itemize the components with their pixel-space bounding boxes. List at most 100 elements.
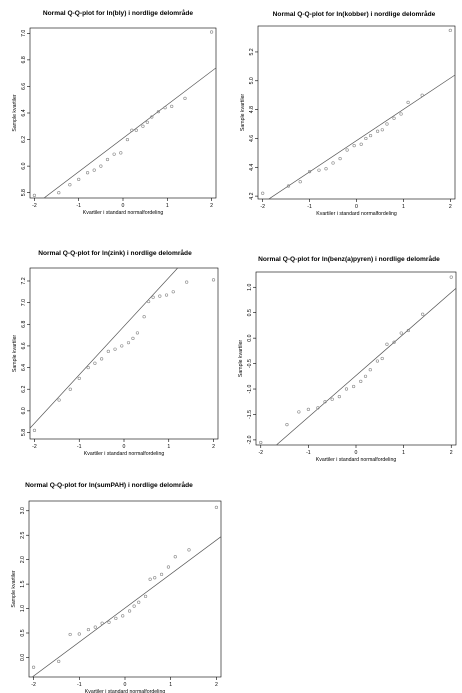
data-point: [376, 129, 380, 133]
data-point: [99, 164, 103, 168]
data-point: [156, 110, 161, 114]
plot-frame: [29, 27, 217, 199]
data-point: [93, 625, 97, 629]
data-point: [57, 398, 61, 402]
data-point: [211, 278, 216, 282]
data-point: [171, 290, 175, 294]
data-point: [119, 151, 123, 155]
x-tick-label: 0: [123, 444, 126, 450]
y-tick-label: 6.6: [21, 342, 27, 349]
qq-plot-zink-svg: Normal Q-Q-plot for ln(zink) i nordlige …: [12, 249, 219, 457]
data-point: [137, 600, 141, 604]
x-tick-label: 1: [167, 444, 170, 450]
qq-plot-kobber: Normal Q-Q-plot for ln(kobber) i nordlig…: [231, 6, 462, 217]
data-point: [399, 331, 403, 335]
data-point: [77, 177, 81, 182]
data-point: [185, 280, 189, 284]
data-point: [364, 136, 368, 141]
chart-title: Normal Q-Q-plot for ln(sumPAH) i nordlig…: [25, 481, 193, 489]
data-point: [306, 407, 310, 411]
x-tick-label: -2: [32, 203, 37, 209]
data-point: [164, 293, 169, 297]
data-point: [153, 576, 157, 580]
x-tick-label: 1: [402, 450, 405, 456]
data-point: [307, 170, 312, 174]
x-axis-label: Kvartiler i standard normalfordeling: [316, 457, 397, 463]
y-tick-label: 6.2: [21, 385, 27, 392]
data-point: [150, 115, 154, 119]
data-point: [345, 148, 349, 152]
x-tick-label: 0: [355, 204, 358, 210]
data-point: [359, 379, 363, 383]
y-tick-label: 5.2: [249, 48, 255, 55]
plot-frame: [257, 25, 456, 200]
data-point: [127, 609, 132, 613]
data-point: [187, 548, 191, 552]
x-tick-label: 0: [122, 203, 125, 209]
data-point: [113, 347, 117, 351]
data-point: [421, 312, 425, 316]
x-tick-label: 1: [169, 682, 172, 688]
data-point: [131, 336, 135, 340]
data-point: [368, 133, 373, 138]
x-tick-label: -2: [32, 444, 37, 450]
data-point: [406, 328, 410, 333]
data-point: [183, 96, 187, 100]
y-tick-label: 6.0: [21, 162, 27, 169]
y-tick-label: 0.0: [247, 334, 253, 341]
data-point: [121, 614, 125, 618]
data-point: [170, 104, 174, 108]
x-tick-label: 1: [166, 203, 169, 209]
x-tick-label: 2: [210, 203, 213, 209]
data-point: [259, 440, 263, 445]
data-point: [297, 410, 301, 414]
data-point: [145, 120, 149, 124]
y-axis-label: Sample kvartiler: [12, 94, 18, 131]
data-point: [399, 112, 403, 116]
y-tick-label: 6.4: [21, 109, 27, 116]
y-axis-label: Sample kvartiler: [240, 94, 246, 131]
x-tick-label: 2: [215, 682, 218, 688]
y-tick-label: -2.0: [247, 435, 253, 444]
y-tick-label: -0.5: [247, 359, 253, 368]
y-tick-label: 0.5: [20, 629, 26, 636]
y-tick-label: 6.8: [21, 321, 27, 328]
data-point: [32, 428, 37, 432]
y-tick-label: 0.5: [247, 309, 253, 316]
data-point: [130, 128, 134, 132]
y-tick-label: 0.0: [20, 654, 26, 661]
qq-plot-bly-svg: Normal Q-Q-plot for ln(bly) i nordlige d…: [12, 9, 217, 216]
data-point: [142, 315, 146, 319]
y-tick-label: 7.0: [21, 30, 27, 37]
data-point: [100, 357, 104, 361]
x-axis-label: Kvartiler i standard normalfordeling: [83, 210, 164, 216]
y-tick-label: 4.8: [249, 106, 255, 113]
data-point: [120, 344, 124, 348]
y-axis-label: Sample kvartiler: [12, 335, 18, 372]
data-point: [338, 157, 342, 161]
y-tick-label: 5.0: [249, 77, 255, 84]
data-point: [448, 28, 452, 32]
data-point: [344, 387, 349, 391]
x-tick-label: -1: [307, 204, 312, 210]
data-point: [392, 116, 396, 120]
data-point: [134, 128, 138, 132]
qq-plot-benzapyren-svg: Normal Q-Q-plot for ln(benz(a)pyren) i n…: [238, 255, 457, 463]
data-point: [125, 137, 130, 142]
data-point: [166, 565, 171, 569]
x-tick-label: 1: [402, 204, 405, 210]
x-tick-label: 2: [450, 450, 453, 456]
x-axis-label: Kvartiler i standard normalfordeling: [316, 211, 397, 217]
data-point: [385, 342, 389, 346]
qq-reference-line: [275, 288, 456, 445]
data-point: [106, 349, 110, 353]
qq-plot-zink: Normal Q-Q-plot for ln(zink) i nordlige …: [0, 248, 231, 457]
qq-reference-line: [31, 536, 221, 677]
data-point: [93, 361, 97, 365]
y-tick-label: 2.0: [20, 556, 26, 563]
y-tick-label: -1.5: [247, 410, 253, 419]
y-tick-label: -1.0: [247, 384, 253, 393]
data-point: [375, 359, 380, 363]
data-point: [86, 365, 90, 370]
x-tick-label: -2: [260, 204, 265, 210]
